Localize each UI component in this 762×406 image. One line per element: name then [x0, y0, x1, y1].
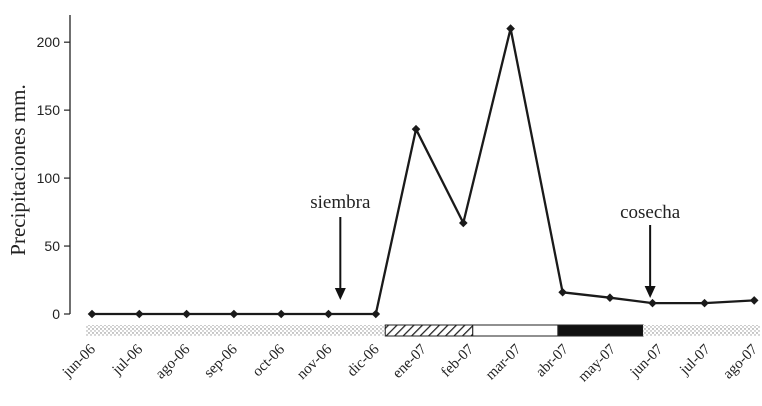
x-tick-label: jul-06: [109, 341, 147, 379]
annotations: siembra cosecha: [310, 192, 681, 300]
x-tick-label: ene-07: [390, 341, 431, 382]
y-axis-title: Precipitaciones mm.: [6, 84, 30, 255]
data-point: [749, 296, 759, 305]
x-tick-label: dic-06: [344, 341, 383, 380]
y-tick-label: 100: [37, 170, 61, 186]
x-tick-label: mar-07: [483, 341, 525, 383]
y-tick-label: 50: [44, 238, 60, 254]
phase-segment: [384, 324, 474, 337]
series-group: [87, 24, 759, 319]
x-tick-label: abr-07: [533, 341, 572, 380]
y-axis: 0 50 100 150 200: [37, 15, 71, 322]
phase-bar: [86, 324, 760, 337]
x-tick-label: jun-06: [59, 341, 99, 381]
data-point: [135, 309, 144, 319]
data-point: [182, 309, 191, 319]
x-tick-label: ago-06: [153, 341, 194, 382]
x-tick-label: oct-06: [250, 341, 289, 380]
phase-segment: [86, 325, 386, 336]
data-point: [324, 309, 333, 319]
x-tick-label: sep-06: [201, 341, 241, 381]
phase-segment: [472, 324, 559, 337]
data-point: [411, 124, 421, 134]
data-point: [506, 24, 515, 33]
data-point: [700, 298, 709, 308]
data-point: [229, 309, 239, 319]
x-tick-label: feb-07: [438, 341, 477, 380]
data-point: [371, 309, 381, 319]
phase-segment: [557, 324, 644, 337]
x-axis-labels: jun-06 jul-06 ago-06 sep-06 oct-06 nov-06 dic-…: [59, 341, 761, 385]
data-point: [605, 293, 615, 302]
data-point: [459, 218, 468, 228]
x-tick-label: jun-07: [627, 341, 667, 381]
series-line: [92, 27, 755, 316]
data-point: [648, 298, 657, 308]
data-point: [87, 309, 97, 319]
x-tick-label: nov-06: [294, 341, 336, 383]
y-tick-label: 150: [37, 102, 61, 118]
x-tick-label: jul-07: [676, 341, 714, 379]
cosecha-annotation-arrow-head: [644, 286, 656, 298]
siembra-annotation-label: siembra: [310, 192, 371, 213]
siembra-annotation-arrow-head: [334, 288, 346, 300]
x-tick-label: ago-07: [720, 341, 761, 382]
y-tick-label: 0: [52, 306, 60, 322]
data-point: [558, 287, 567, 297]
phase-segment: [643, 325, 760, 336]
x-tick-label: may-07: [575, 341, 619, 385]
data-point: [276, 309, 286, 319]
y-tick-label: 200: [37, 34, 61, 50]
cosecha-annotation-label: cosecha: [620, 202, 681, 223]
